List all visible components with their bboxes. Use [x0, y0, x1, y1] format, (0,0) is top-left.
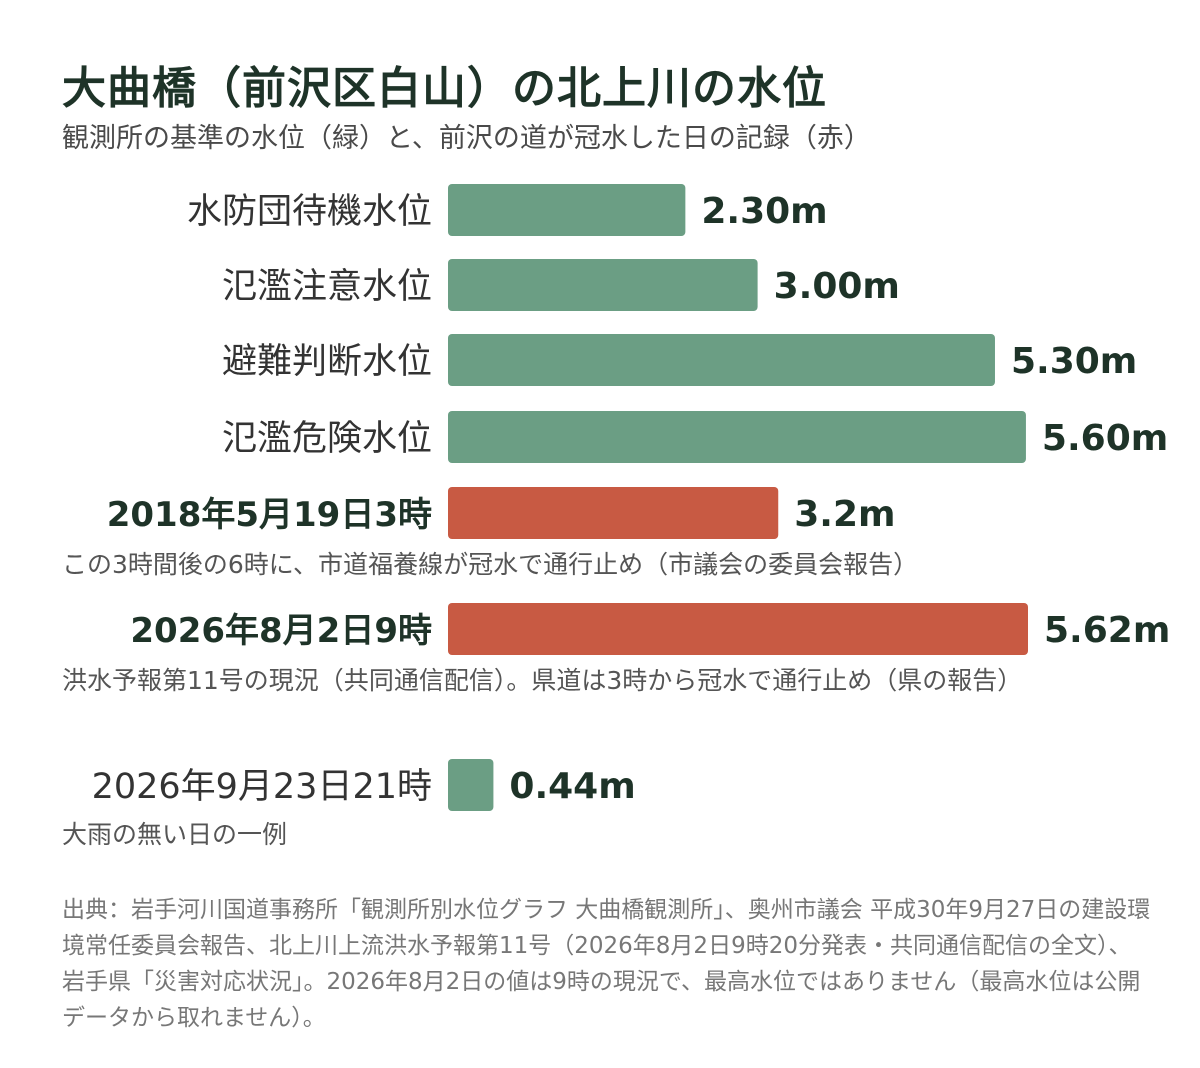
category-label: 2026年9月23日21時: [92, 767, 432, 807]
category-label: 氾濫注意水位: [222, 267, 432, 307]
value-label: 0.44m: [509, 766, 635, 807]
bar: [448, 184, 686, 236]
bar: [448, 411, 1026, 463]
category-label: 水防団待機水位: [187, 192, 432, 232]
bar: [448, 487, 779, 539]
value-label: 3.2m: [794, 494, 895, 535]
value-label: 5.60m: [1042, 418, 1168, 459]
note-flood-2018: この3時間後の6時に、市道福養線が冠水で通行止め（市議会の委員会報告）: [62, 550, 919, 579]
category-label: 2026年8月2日9時: [130, 611, 432, 651]
source-credit: 出典：岩手河川国道事務所「観測所別水位グラフ 大曲橋観測所」、奥州市議会 平成3…: [62, 897, 1151, 1031]
bar: [448, 334, 995, 386]
value-label: 2.30m: [701, 191, 827, 232]
chart-subtitle: 観測所の基準の水位（緑）と、前沢の道が冠水した日の記録（赤）: [62, 123, 871, 154]
bar: [448, 603, 1028, 655]
category-label: 氾濫危険水位: [222, 419, 432, 459]
chart-title: 大曲橋（前沢区白山）の北上川の水位: [62, 63, 827, 114]
value-label: 5.30m: [1011, 341, 1137, 382]
bar: [448, 759, 494, 811]
note-normal-2026: 大雨の無い日の一例: [62, 820, 288, 849]
category-label: 2018年5月19日3時: [107, 495, 432, 535]
value-label: 5.62m: [1044, 610, 1170, 651]
category-label: 避難判断水位: [222, 342, 432, 382]
bar: [448, 259, 758, 311]
water-level-bar-chart: 水防団待機水位 2.30m 氾濫注意水位 3.00m 避難判断水位 5.30m 氾濫危険水位…: [92, 184, 1170, 811]
note-flood-2026: 洪水予報第11号の現況（共同通信配信）。県道は3時から冠水で通行止め（県の報告）: [62, 666, 1023, 695]
value-label: 3.00m: [774, 266, 900, 307]
